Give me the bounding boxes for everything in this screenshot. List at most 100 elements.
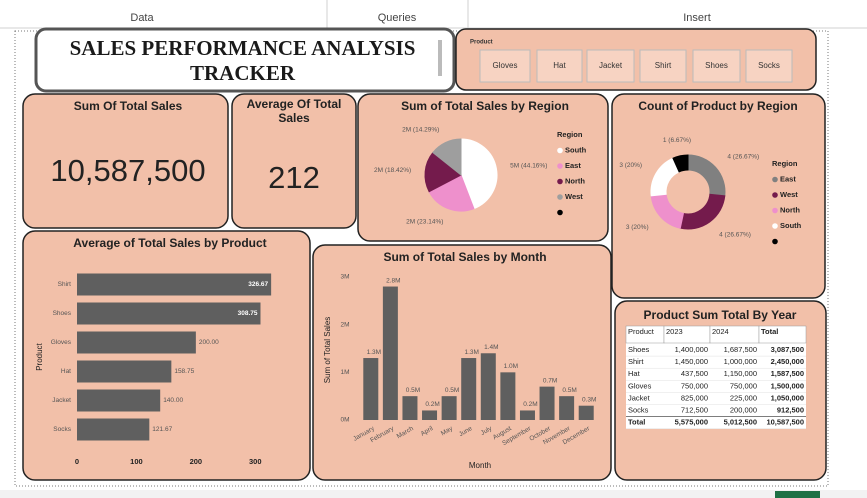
slicer-button[interactable] [479,49,531,83]
bar [559,396,575,420]
y-tick-label: Shoes [53,310,72,317]
bar [363,358,379,420]
table-cell: 1,687,500 [724,345,757,354]
data-label: 0.2M [523,401,537,408]
table-cell: Jacket [628,393,651,402]
legend-swatch [772,176,778,183]
y-tick-label: Hat [61,368,71,375]
ribbon-tab[interactable]: Insert [683,12,711,24]
slicer-button[interactable] [586,49,635,83]
header-label: Product [628,327,655,336]
table-cell: Socks [628,405,649,414]
legend-label: South [780,221,802,230]
data-label: 121.67 [152,426,172,433]
header-cell [758,325,807,344]
bar [422,410,438,420]
ribbon-tab[interactable]: Data [130,12,154,24]
slice [428,174,475,212]
table-cell: Shirt [628,357,644,366]
slicer-button[interactable] [536,49,583,83]
status-bar [0,490,867,498]
slice [672,154,689,173]
data-label: 326.67 [248,281,268,288]
table-cell: 200,000 [730,405,757,414]
legend-swatch [557,163,563,169]
legend-label: West [780,190,798,199]
table-cell: 750,000 [681,381,708,390]
slicer-label[interactable]: Gloves [493,61,518,70]
x-tick-label: 300 [249,457,262,466]
slicer-button[interactable] [692,49,741,83]
data-label: 5M (44.16%) [510,163,547,170]
data-label: 2M (14.29%) [402,127,439,134]
slicer-title: Product [470,40,493,46]
kpi-title-box: Average Of Total Sales [247,97,342,125]
bar [382,286,398,420]
data-label: 3 (20%) [626,224,649,231]
legend-swatch [557,178,563,185]
panel [22,93,229,229]
x-tick-label: 0 [75,457,79,466]
table-cell: 825,000 [681,393,708,402]
table-cell: Gloves [628,381,652,390]
sheet-tab[interactable] [775,491,820,498]
kpi-value: 10,587,500 [50,153,205,188]
slicer-button[interactable] [745,49,793,83]
chart-title: Average of Total Sales by Product [73,236,266,250]
y-tick-label: 0M [340,417,349,424]
slice [424,151,462,193]
table-cell: Hat [628,369,641,378]
table-cell: 1,587,500 [771,369,804,378]
y-tick-label: Gloves [51,339,72,346]
data-label: 4 (26.67%) [727,153,759,160]
data-label: 2M (18.42%) [374,167,411,174]
legend-label: North [565,176,585,185]
kpi-title: Sum Of Total Sales [74,99,183,113]
data-label: 1.3M [367,349,381,356]
header-label: 2024 [712,327,729,336]
bar [519,410,535,420]
bar [77,389,161,412]
slicer-label[interactable]: Shirt [655,61,672,70]
table-cell: 437,500 [681,369,708,378]
sheet-border [14,30,829,487]
data-label: 200.00 [199,339,219,346]
legend-swatch [772,207,778,214]
legend-label: East [565,161,581,170]
x-axis-title: Month [469,461,491,470]
data-label: 3 (20%) [619,162,642,169]
slicer-button[interactable] [639,49,687,83]
slicer-label[interactable]: Jacket [599,61,623,70]
table-cell: 1,400,000 [675,345,708,354]
y-tick-label: Jacket [52,397,71,404]
header-label: Total [761,327,778,336]
data-label: 1 (6.67%) [663,137,691,144]
x-tick-label: 100 [130,457,143,466]
panel [22,230,311,481]
table-cell: 10,587,500 [766,418,804,427]
slicer-label[interactable]: Socks [758,61,780,70]
slicer-label[interactable]: Shoes [705,61,728,70]
y-tick-label: Shirt [58,281,72,288]
y-tick-label: 2M [340,321,349,328]
data-label: 1.4M [484,344,498,351]
legend-label: South [565,145,587,154]
legend-label: West [565,192,583,201]
data-label: 0.2M [425,401,439,408]
table-cell: 5,575,000 [675,418,708,427]
bar [441,396,457,420]
bar [77,360,172,383]
y-axis-title: Sum of Total Sales [323,317,332,384]
data-label: 140.00 [163,397,183,404]
table-title: Product Sum Total By Year [644,308,797,322]
y-tick-label: 1M [340,369,349,376]
slicer-label[interactable]: Hat [553,61,566,70]
chart-title: Count of Product by Region [638,99,797,113]
table-cell: 1,050,000 [771,393,804,402]
ribbon-tab[interactable]: Queries [378,12,417,24]
bar [480,353,496,420]
chart-title: Sum of Total Sales by Month [383,250,546,264]
legend-label: North [780,205,800,214]
legend-swatch [772,238,778,245]
